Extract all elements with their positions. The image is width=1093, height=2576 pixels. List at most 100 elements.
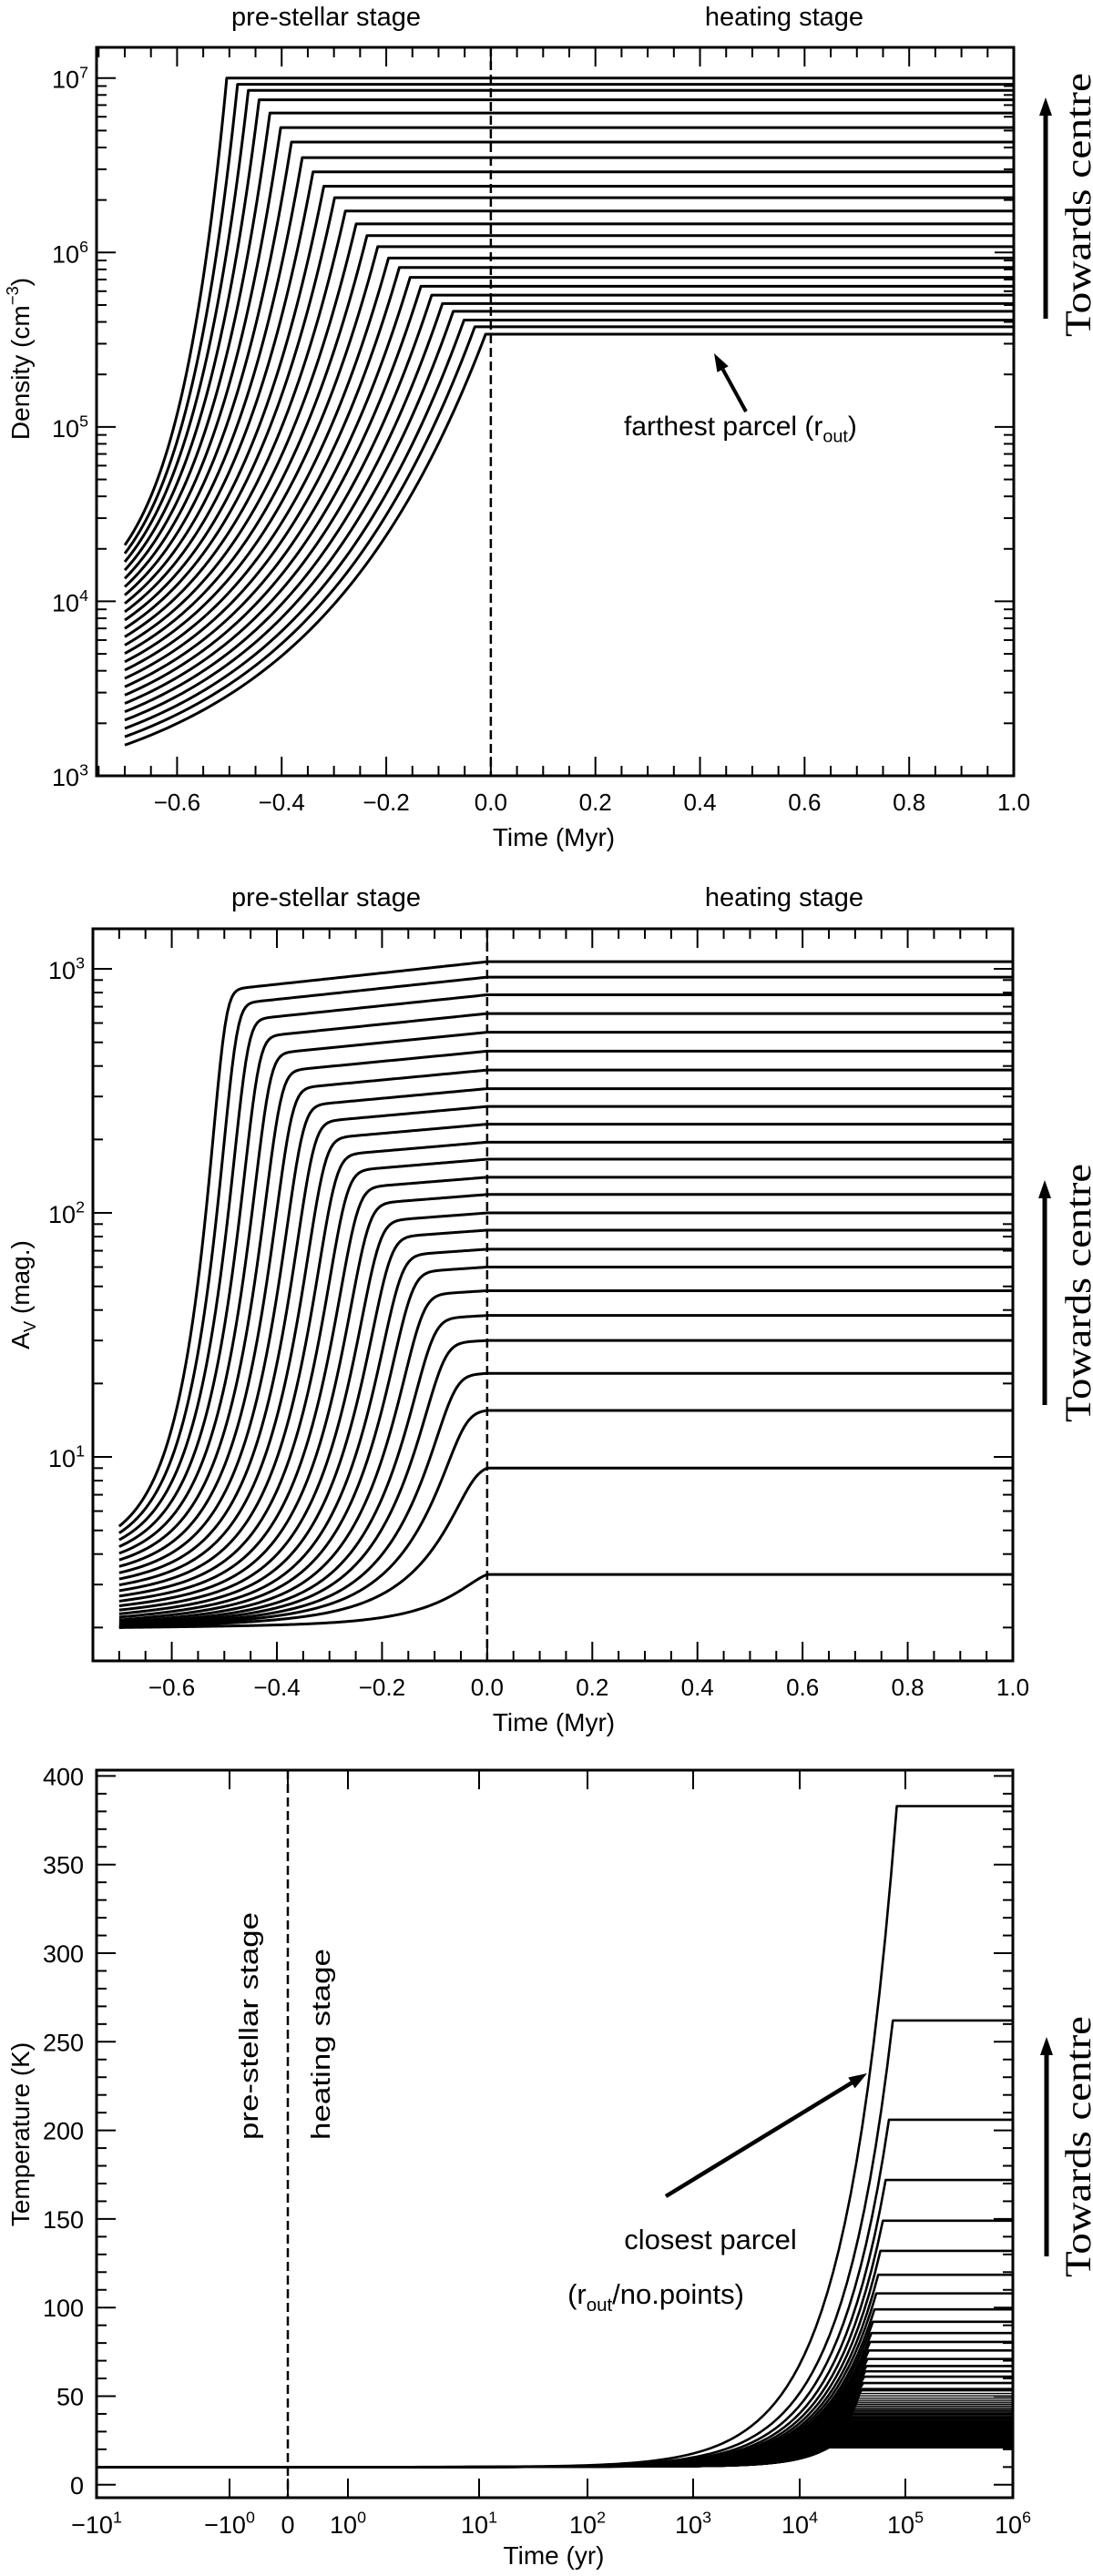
towards-centre-label: Towards centre bbox=[1057, 1164, 1093, 1422]
x-tick-label: −101 bbox=[71, 2509, 122, 2539]
y-tick-label: 50 bbox=[56, 2383, 84, 2410]
parcel-curve bbox=[97, 2445, 1013, 2469]
x-tick-label: 1.0 bbox=[996, 1674, 1029, 1701]
arrow-head bbox=[848, 2073, 867, 2089]
parcel-curve bbox=[118, 975, 1013, 1534]
text-part: −0.2 bbox=[359, 1674, 405, 1701]
parcel-curve bbox=[124, 301, 1014, 714]
parcel-curve bbox=[97, 2447, 1013, 2469]
y-tick-label: 300 bbox=[43, 1940, 84, 1968]
text-part: pre-stellar stage bbox=[231, 883, 421, 912]
parcel-curve bbox=[118, 1266, 1013, 1622]
superscript: 0 bbox=[357, 2509, 366, 2527]
y-tick-label: 105 bbox=[52, 412, 88, 443]
text-part: 0.8 bbox=[891, 1674, 924, 1701]
arrow-head bbox=[714, 353, 729, 372]
text-part: 400 bbox=[43, 1763, 84, 1790]
parcel-curve bbox=[97, 2445, 1013, 2469]
parcel-curve bbox=[97, 2446, 1013, 2469]
x-tick-label: 0.8 bbox=[891, 1674, 924, 1701]
text-part: 10 bbox=[781, 2511, 809, 2539]
x-axis-label: Time (Myr) bbox=[493, 1708, 615, 1736]
text-part: farthest parcel (r bbox=[624, 412, 822, 442]
parcel-curve bbox=[97, 2444, 1013, 2469]
parcel-curve bbox=[118, 1012, 1013, 1548]
parcel-curve bbox=[97, 2446, 1013, 2469]
x-tick-label: 0.4 bbox=[683, 789, 716, 816]
parcel-curve bbox=[118, 1228, 1013, 1615]
density-panel: −0.6 −0.4 −0.2 0.0 0.2 0.4 0.6 0.8 1.01031041051… bbox=[3, 3, 1093, 851]
superscript: 4 bbox=[79, 586, 88, 605]
text-part: /no.points) bbox=[612, 2278, 744, 2310]
x-tick-label: 102 bbox=[569, 2509, 606, 2539]
pre-stellar-stage-label: pre-stellar stage bbox=[231, 3, 421, 32]
text-part: 200 bbox=[43, 2118, 84, 2145]
text-part: 10 bbox=[675, 2511, 702, 2539]
x-tick-label: 0.2 bbox=[576, 1674, 608, 1701]
x-tick-label: 0.4 bbox=[681, 1674, 714, 1701]
x-tick-label: −100 bbox=[204, 2509, 255, 2539]
text-part: heating stage bbox=[705, 883, 863, 912]
text-part: 10 bbox=[887, 2511, 914, 2539]
text-part: Time (Myr) bbox=[493, 823, 615, 851]
text-part: (r bbox=[567, 2278, 587, 2310]
arrow-head bbox=[1040, 2037, 1053, 2055]
arrow-shaft bbox=[664, 2081, 853, 2198]
text-part: heating stage bbox=[705, 3, 863, 32]
x-tick-label: −0.4 bbox=[259, 789, 305, 816]
parcel-curve bbox=[118, 1105, 1013, 1581]
parcel-curve bbox=[118, 1068, 1013, 1568]
text-part: −0.4 bbox=[259, 789, 305, 816]
y-tick-label: 103 bbox=[52, 761, 88, 791]
superscript: −3 bbox=[3, 286, 22, 305]
text-part: 0.6 bbox=[786, 1674, 819, 1701]
superscript: 5 bbox=[79, 412, 88, 431]
text-part: Time (yr) bbox=[504, 2541, 605, 2570]
parcel-curve bbox=[124, 170, 1014, 614]
text-part: −0.2 bbox=[363, 789, 409, 816]
x-tick-label: 0.0 bbox=[475, 789, 507, 816]
text-part: 100 bbox=[43, 2295, 84, 2322]
y-tick-label: 400 bbox=[43, 1763, 84, 1790]
text-part: closest parcel bbox=[624, 2224, 797, 2255]
text-part: 0.4 bbox=[681, 1674, 714, 1701]
parcel-curve bbox=[118, 1339, 1013, 1627]
text-part: 10 bbox=[569, 2511, 597, 2539]
plot-frame bbox=[95, 1768, 1015, 2500]
parcel-curve bbox=[118, 1157, 1013, 1598]
parcel-curve bbox=[124, 293, 1014, 705]
parcel-curve bbox=[118, 1123, 1013, 1587]
plot-frame bbox=[91, 927, 1015, 1663]
parcel-curve bbox=[118, 1573, 1013, 1629]
parcel-curve bbox=[97, 2445, 1013, 2469]
parcel-curve bbox=[118, 1314, 1013, 1626]
closest-parcel-radius-annotation: (rout/no.points) bbox=[567, 2278, 744, 2316]
superscript: 7 bbox=[79, 63, 88, 81]
superscript: 3 bbox=[79, 761, 88, 779]
towards-centre-label: Towards centre bbox=[1057, 2016, 1093, 2277]
parcel-curve bbox=[118, 1087, 1013, 1574]
towards-centre-arrow bbox=[1038, 1180, 1051, 1405]
y-axis-label: Density (cm−3) bbox=[3, 278, 35, 440]
text-part: 150 bbox=[43, 2206, 84, 2234]
text-part: 10 bbox=[48, 1201, 76, 1228]
parcel-curve bbox=[118, 1049, 1013, 1562]
text-part: pre-stellar stage bbox=[235, 1912, 264, 2140]
parcel-curve bbox=[118, 1247, 1013, 1619]
y-axis-label: Temperature (K) bbox=[6, 2042, 35, 2226]
text-part: 0.0 bbox=[475, 789, 507, 816]
arrow-head bbox=[1038, 1180, 1051, 1198]
text-part: 0 bbox=[281, 2511, 294, 2539]
parcel-curve bbox=[124, 196, 1014, 630]
parcel-curve bbox=[123, 88, 1014, 563]
y-tick-label: 104 bbox=[52, 586, 88, 616]
text-part: A bbox=[6, 1332, 35, 1349]
farthest-parcel-annotation: farthest parcel (rout) bbox=[624, 412, 857, 447]
towards-centre-arrow bbox=[1040, 2037, 1053, 2256]
text-part: heating stage bbox=[307, 1949, 336, 2140]
superscript: 1 bbox=[76, 1442, 85, 1461]
parcel-curve bbox=[118, 1176, 1013, 1603]
parcel-curve bbox=[123, 126, 1014, 588]
superscript: 4 bbox=[809, 2509, 818, 2527]
parcel-curve bbox=[118, 1409, 1013, 1629]
